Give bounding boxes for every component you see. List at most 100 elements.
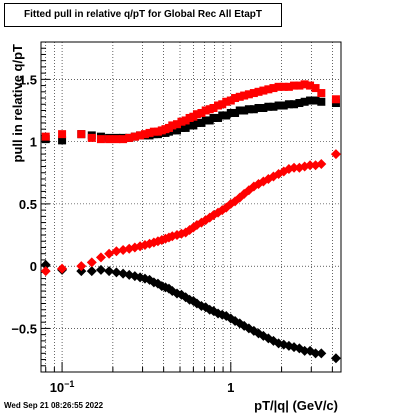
- data-point-square: [218, 111, 227, 120]
- data-point-square: [259, 86, 268, 95]
- data-point-square: [209, 104, 218, 112]
- data-point-diamond: [57, 263, 68, 274]
- data-point-square: [226, 108, 235, 117]
- y-tick-label: 0: [30, 259, 37, 274]
- data-point-diamond: [86, 257, 97, 268]
- data-point-diamond: [95, 264, 106, 275]
- data-point-square: [201, 106, 210, 115]
- data-point-diamond: [316, 159, 327, 170]
- data-point-square: [274, 82, 283, 91]
- data-point-square: [136, 131, 145, 140]
- data-point-diamond: [118, 268, 129, 279]
- y-axis-label: pull in relative q/pT: [10, 44, 25, 163]
- axis-ticks: [41, 47, 333, 372]
- data-point-diamond: [310, 348, 321, 359]
- data-point-square: [306, 81, 315, 90]
- data-point-square: [254, 104, 263, 112]
- data-point-square: [264, 85, 273, 94]
- data-point-square: [177, 123, 186, 132]
- tick-labels: 1.5 1 0.5 0 −0.5 10−1 1: [11, 72, 234, 395]
- data-point-square: [269, 102, 278, 111]
- data-point-square: [197, 108, 206, 117]
- y-tick-label: −0.5: [11, 321, 37, 336]
- data-point-square: [311, 84, 320, 93]
- data-point-diamond: [76, 261, 87, 272]
- data-point-square: [41, 132, 50, 141]
- data-point-square: [192, 110, 201, 119]
- x-tick-label: 10−1: [50, 379, 75, 395]
- data-point-square: [311, 96, 320, 105]
- data-point-diamond: [330, 353, 341, 364]
- data-point-square: [201, 116, 210, 125]
- data-point-square: [317, 89, 326, 98]
- x-axis-label: pT/|q| (GeV/c): [254, 398, 338, 413]
- data-point-square: [284, 100, 293, 109]
- data-point-square: [244, 90, 253, 99]
- data-point-square: [222, 111, 231, 120]
- data-point-square: [249, 105, 258, 114]
- data-point-square: [290, 100, 299, 109]
- data-point-square: [226, 96, 235, 105]
- data-point-diamond: [289, 162, 300, 173]
- data-point-square: [149, 127, 158, 136]
- data-point-square: [222, 97, 231, 106]
- data-point-square: [244, 105, 253, 114]
- data-point-diamond: [118, 244, 129, 255]
- data-point-square: [235, 106, 244, 115]
- data-point-square: [284, 82, 293, 91]
- data-point-square: [140, 130, 149, 139]
- data-point-square: [87, 133, 96, 142]
- plot-frame: [40, 41, 342, 373]
- data-point-square: [279, 101, 288, 110]
- data-point-diamond: [330, 149, 341, 160]
- data-point-diamond: [40, 259, 51, 270]
- data-point-square: [209, 113, 218, 122]
- data-point-square: [254, 87, 263, 96]
- grid-lines: [41, 42, 341, 372]
- data-point-square: [295, 81, 304, 90]
- data-point-square: [290, 81, 299, 90]
- data-point-diamond: [104, 266, 115, 277]
- data-point-square: [214, 113, 223, 122]
- timestamp: Wed Sep 21 08:26:55 2022: [4, 401, 104, 410]
- data-point-square: [112, 135, 121, 144]
- data-point-square: [240, 91, 249, 100]
- data-point-square: [235, 92, 244, 101]
- data-point-square: [306, 96, 315, 105]
- data-point-square: [119, 135, 128, 144]
- data-point-square: [279, 82, 288, 91]
- data-point-square: [130, 132, 139, 141]
- data-point-square: [214, 101, 223, 110]
- data-point-square: [240, 106, 249, 115]
- data-point-square: [105, 135, 114, 144]
- data-point-diamond: [111, 267, 122, 278]
- data-point-square: [218, 100, 227, 109]
- data-point-square: [96, 135, 105, 144]
- data-point-diamond: [299, 345, 310, 356]
- data-point-square: [274, 101, 283, 110]
- data-point-square: [77, 130, 86, 139]
- data-point-square: [177, 117, 186, 126]
- data-point-square: [231, 94, 240, 103]
- chart-title-box: Fitted pull in relative q/pT for Global …: [4, 3, 282, 27]
- data-point-square: [264, 102, 273, 111]
- data-point-square: [197, 118, 206, 127]
- y-tick-label: 1: [30, 135, 37, 150]
- data-point-square: [168, 121, 177, 130]
- data-point-diamond: [95, 252, 106, 263]
- data-point-square: [231, 108, 240, 117]
- data-point-square: [58, 130, 67, 139]
- data-point-square: [125, 133, 134, 142]
- data-point-diamond: [111, 246, 122, 257]
- data-point-square: [317, 97, 326, 106]
- data-point-square: [300, 97, 309, 106]
- data-point-diamond: [40, 266, 51, 277]
- data-point-square: [331, 95, 340, 104]
- data-point-square: [300, 80, 309, 89]
- data-point-square: [145, 128, 154, 137]
- data-point-square: [249, 89, 258, 98]
- data-point-diamond: [316, 348, 327, 359]
- chart-title: Fitted pull in relative q/pT for Global …: [24, 9, 262, 20]
- data-point-square: [259, 104, 268, 112]
- data-point-square: [173, 126, 182, 135]
